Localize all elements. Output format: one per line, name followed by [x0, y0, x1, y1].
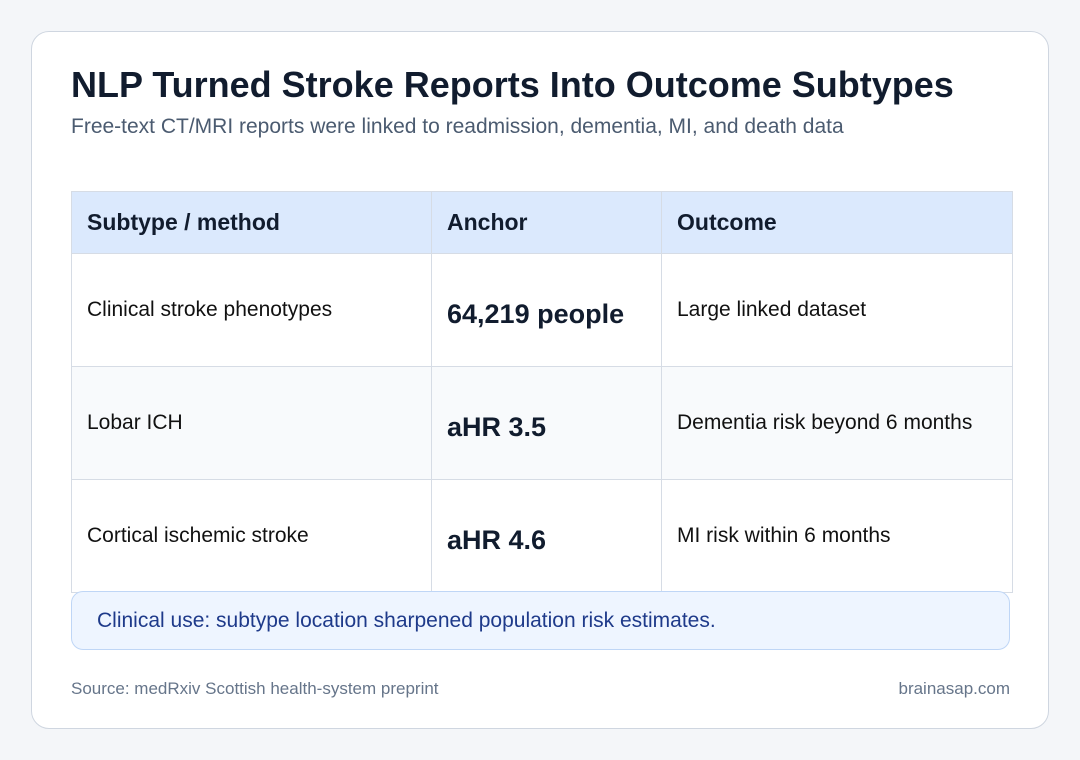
header-row: Subtype / method Anchor Outcome: [71, 191, 1013, 254]
row: Cortical ischemic stroke aHR 4.6 MI risk…: [71, 479, 1013, 593]
card: NLP Turned Stroke Reports Into Outcome S…: [31, 31, 1049, 729]
cell: Dementia risk beyond 6 months: [661, 366, 1013, 480]
cell: Clinical stroke phenotypes: [71, 253, 432, 367]
table: Subtype / method Anchor Outcome Clinical…: [71, 191, 1013, 593]
row: Lobar ICH aHR 3.5 Dementia risk beyond 6…: [71, 366, 1013, 480]
row: Clinical stroke phenotypes 64,219 people…: [71, 253, 1013, 367]
callout: Clinical use: subtype location sharpened…: [71, 591, 1010, 650]
column-header: Outcome: [661, 191, 1013, 254]
cell: Cortical ischemic stroke: [71, 479, 432, 593]
cell: aHR 4.6: [431, 479, 662, 593]
cell: Lobar ICH: [71, 366, 432, 480]
source: Source: medRxiv Scottish health-system p…: [71, 679, 439, 698]
cell: MI risk within 6 months: [661, 479, 1013, 593]
column-header: Anchor: [431, 191, 662, 254]
cell: aHR 3.5: [431, 366, 662, 480]
title: NLP Turned Stroke Reports Into Outcome S…: [71, 64, 954, 105]
subtitle: Free-text CT/MRI reports were linked to …: [71, 115, 844, 138]
cell: 64,219 people: [431, 253, 662, 367]
site: brainasap.com: [898, 679, 1010, 698]
cell: Large linked dataset: [661, 253, 1013, 367]
column-header: Subtype / method: [71, 191, 432, 254]
